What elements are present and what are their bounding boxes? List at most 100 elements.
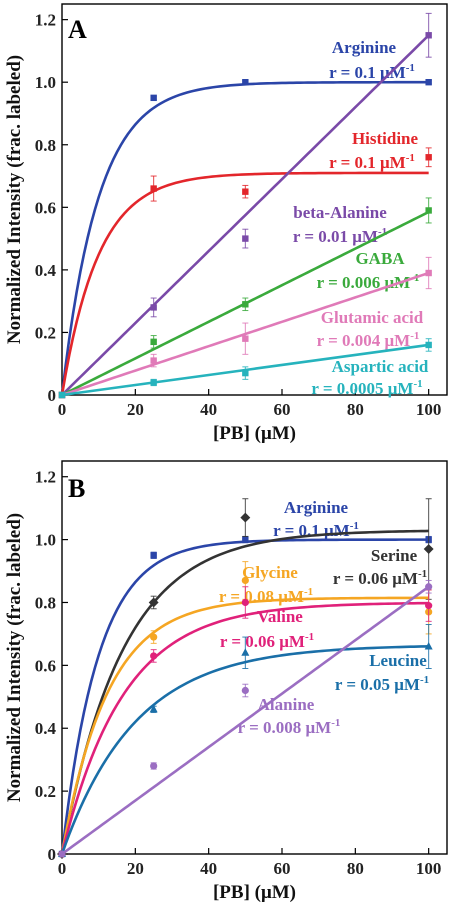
series-name-label: Histidine: [352, 129, 419, 148]
data-point: [241, 686, 249, 695]
rate-label: r = 0.06 μM-1: [220, 631, 314, 651]
data-point: [242, 536, 249, 543]
data-point: [425, 32, 432, 39]
series-valine: Valine r = 0.06 μM-1: [58, 586, 433, 858]
x-tick-label: 40: [200, 859, 217, 878]
rate-label: r = 0.008 μM-1: [238, 717, 341, 737]
rate-label: r = 0.05 μM-1: [335, 674, 429, 694]
rate-label: r = 0.004 μM-1: [317, 330, 420, 350]
rate-exponent: -1: [406, 152, 415, 164]
x-axis-label: [PB] (μM): [213, 423, 296, 444]
series-arginine: Arginine r = 0.1 μM-1: [58, 38, 432, 399]
y-tick-label: 0.6: [35, 656, 56, 675]
panel-label: B: [68, 474, 85, 503]
series-glutamic-acid: Glutamic acid r = 0.004 μM-1: [58, 256, 432, 399]
data-point: [150, 652, 158, 660]
fit-line: [60, 171, 429, 396]
series-name-label: Arginine: [284, 498, 349, 517]
x-tick-label: 40: [200, 400, 217, 419]
data-point: [240, 512, 251, 523]
data-point: [58, 850, 66, 858]
series-name-label: beta-Alanine: [293, 203, 387, 222]
series-name-label: Valine: [257, 607, 303, 626]
data-point: [425, 207, 432, 214]
fit-line: [60, 529, 429, 855]
plot-frame: [61, 3, 448, 396]
y-tick-label: 0.8: [35, 593, 56, 612]
series-aspartic-acid: Aspartic acid r = 0.0005 μM-1: [58, 338, 432, 399]
rate-exponent: -1: [420, 674, 429, 686]
series-leucine: Leucine r = 0.05 μM-1: [58, 623, 433, 857]
rate-exponent: -1: [413, 378, 422, 390]
series-name-label: Aspartic acid: [332, 357, 429, 376]
chart-panel-a: 0 20 40 60 80 100 0 0.2 0.4 0.6 0.8 1.0 1.2 [PB] (μM)…: [4, 3, 448, 444]
y-tick-label: 0.2: [35, 782, 56, 801]
y-tick-label: 0.4: [35, 261, 57, 280]
series-beta-alanine: beta-Alanine r = 0.01 μM-1: [58, 12, 432, 399]
x-tick-label: 0: [58, 400, 67, 419]
data-point: [150, 185, 157, 192]
y-axis-label: Normalized Intensity (frac. labeled): [4, 55, 25, 344]
data-point: [150, 338, 157, 346]
x-tick-label: 60: [274, 400, 291, 419]
y-tick-label: 0.2: [35, 323, 56, 342]
x-tick-label: 80: [347, 400, 364, 419]
data-point: [425, 269, 432, 277]
x-tick-label: 80: [347, 859, 364, 878]
data-point: [242, 369, 249, 377]
data-point: [150, 762, 158, 770]
fit-line: [61, 34, 430, 396]
data-point: [242, 335, 249, 342]
series-name-label: Leucine: [369, 651, 427, 670]
data-point: [149, 704, 158, 713]
rate-exponent: -1: [406, 62, 415, 74]
rate-label: r = 0.1 μM-1: [329, 152, 415, 172]
series-name-label: Arginine: [332, 38, 397, 57]
series-name-label: Alanine: [258, 695, 315, 714]
data-point: [425, 79, 432, 86]
data-point: [150, 357, 157, 364]
x-tick-label: 0: [58, 859, 67, 878]
x-tick-label: 20: [127, 400, 144, 419]
x-tick-label: 100: [416, 400, 442, 419]
x-tick-label: 20: [127, 859, 144, 878]
data-point: [150, 552, 157, 559]
rate-label: r = 0.08 μM-1: [219, 586, 313, 606]
series-name-label: Serine: [371, 546, 418, 565]
data-point: [424, 641, 433, 650]
data-point: [150, 94, 157, 102]
rate-label: r = 0.01 μM-1: [293, 226, 387, 246]
series-name-label: GABA: [355, 249, 405, 268]
x-tick-label: 100: [416, 859, 442, 878]
y-tick-label: 0: [48, 845, 57, 864]
y-tick-label: 1.0: [35, 531, 56, 550]
x-tick-label: 60: [274, 859, 291, 878]
data-point: [150, 633, 158, 641]
y-tick-label: 0.6: [35, 198, 56, 217]
data-point: [150, 304, 157, 311]
y-tick-label: 1.0: [35, 73, 56, 92]
rate-label: r = 0.06 μM-1: [333, 568, 427, 588]
rate-exponent: -1: [378, 226, 387, 238]
series-name-label: Glycine: [242, 563, 298, 582]
data-point: [150, 379, 157, 386]
data-point: [241, 576, 249, 585]
y-tick-label: 0.8: [35, 136, 56, 155]
data-point: [242, 188, 249, 195]
rate-label: r = 0.1 μM-1: [273, 520, 359, 540]
data-point: [423, 544, 434, 554]
data-point: [241, 598, 249, 607]
rate-exponent: -1: [410, 330, 419, 342]
data-point: [148, 597, 159, 608]
data-point: [425, 154, 432, 161]
data-point: [425, 583, 433, 591]
y-axis-label: Normalized Intensity (frac. labeled): [4, 513, 25, 802]
rate-label: r = 0.0005 μM-1: [311, 378, 422, 398]
data-point: [242, 235, 249, 242]
y-tick-label: 1.2: [35, 468, 56, 487]
x-axis-label: [PB] (μM): [213, 882, 296, 903]
data-point: [242, 301, 249, 308]
series-alanine: Alanine r = 0.008 μM-1: [58, 579, 433, 858]
series-serine: Serine r = 0.06 μM-1: [57, 498, 434, 859]
